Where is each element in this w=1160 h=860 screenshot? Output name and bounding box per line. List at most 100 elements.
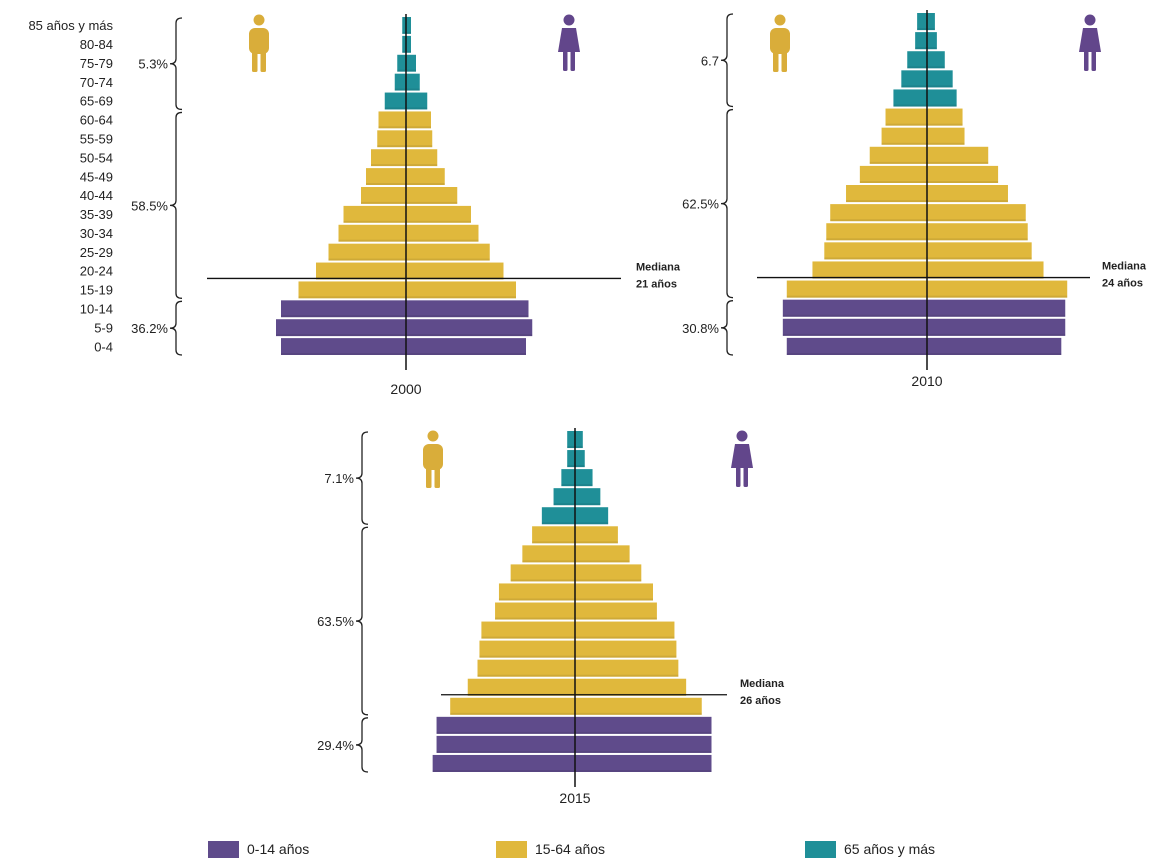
bar-male <box>436 735 575 753</box>
bar-female <box>575 564 642 582</box>
bar-female <box>406 149 438 167</box>
group-share-label: 63.5% <box>317 614 354 629</box>
bar-male <box>467 678 575 696</box>
bar-female <box>406 187 458 204</box>
bar-male <box>782 318 927 336</box>
bar-male <box>397 54 406 72</box>
female-icon <box>731 430 753 487</box>
bar-female <box>406 205 471 223</box>
bar-male <box>567 431 575 449</box>
bar-shade <box>479 655 677 658</box>
bar-male <box>881 127 927 145</box>
bar-female <box>406 243 490 261</box>
bar-shade <box>281 315 529 318</box>
group-share-label: 58.5% <box>131 198 168 213</box>
bar-male <box>371 149 406 167</box>
year-label: 2015 <box>559 790 590 806</box>
bar-male <box>893 89 927 107</box>
bar-female <box>927 70 953 88</box>
bar-male <box>567 450 575 468</box>
legend-item-15-64: 15-64 años <box>496 838 605 860</box>
bar-shade <box>498 598 653 601</box>
bar-male <box>477 659 575 677</box>
bar-female <box>575 678 687 696</box>
bar-female <box>575 697 702 715</box>
legend-label-young: 0-14 años <box>247 841 310 857</box>
bar-female <box>927 337 1062 355</box>
bar-female <box>575 526 618 544</box>
male-icon-head <box>253 14 265 26</box>
male-icon <box>249 14 269 72</box>
bar-female <box>406 168 445 185</box>
age-label: 30-34 <box>80 226 113 241</box>
bar-male <box>281 338 406 355</box>
female-icon-leg-left <box>563 51 568 71</box>
bar-female <box>406 35 411 53</box>
bar-female <box>927 127 965 145</box>
bar-male <box>495 602 575 620</box>
bar-female <box>927 223 1028 241</box>
bar-female <box>927 280 1068 298</box>
bar-male <box>378 111 406 129</box>
bar-shade <box>561 484 593 487</box>
median-value: 21 años <box>636 278 677 290</box>
bar-male <box>541 507 575 525</box>
age-label: 35-39 <box>80 207 113 222</box>
bar-male <box>532 526 575 544</box>
bar-shade <box>477 674 679 677</box>
bar-male <box>343 205 406 223</box>
bar-male <box>436 716 575 734</box>
bar-female <box>927 108 963 126</box>
bar-female <box>575 583 653 601</box>
bar-female <box>927 299 1066 317</box>
bar-shade <box>881 142 965 145</box>
age-label: 85 años y más <box>28 18 113 33</box>
bar-male <box>481 621 575 639</box>
bar-female <box>575 621 675 639</box>
group-bracket <box>355 431 369 525</box>
bar-female <box>927 89 957 107</box>
bar-female <box>927 261 1044 279</box>
bar-male <box>522 545 575 563</box>
bar-male <box>402 17 406 34</box>
age-label: 40-44 <box>80 188 113 203</box>
legend-swatch-young <box>208 840 239 858</box>
bar-male <box>432 754 575 772</box>
bar-male <box>917 13 927 31</box>
bar-shade <box>893 104 957 107</box>
bar-shade <box>567 465 585 468</box>
bar-male <box>479 640 575 658</box>
female-icon <box>558 14 580 71</box>
male-icon-torso <box>249 28 269 54</box>
bar-female <box>406 338 526 355</box>
group-bracket <box>169 17 183 111</box>
age-label: 0-4 <box>94 339 113 354</box>
female-icon-leg-left <box>1084 51 1089 71</box>
age-label: 65-69 <box>80 94 113 109</box>
female-icon-leg-right <box>743 467 748 487</box>
age-label: 60-64 <box>80 113 113 128</box>
age-label: 75-79 <box>80 56 113 71</box>
bar-male <box>402 35 406 53</box>
bar-shade <box>394 88 420 91</box>
female-icon-head <box>1084 14 1096 26</box>
male-icon-leg-right <box>781 50 787 72</box>
male-icon-head <box>427 430 439 442</box>
legend-label-old: 65 años y más <box>844 841 936 857</box>
legend-swatch-working <box>496 840 527 858</box>
bar-male <box>276 319 406 337</box>
female-icon-head <box>736 430 748 442</box>
bar-male <box>338 224 406 242</box>
male-icon <box>770 14 790 72</box>
bar-shade <box>436 750 712 753</box>
bar-male <box>907 51 927 69</box>
bar-male <box>561 469 575 487</box>
male-icon-torso <box>423 444 443 470</box>
group-share-label: 62.5% <box>682 197 719 212</box>
male-icon-leg-left <box>773 50 779 72</box>
bar-shade <box>298 296 516 299</box>
bar-female <box>406 130 433 148</box>
bar-female <box>406 300 529 318</box>
female-icon-dress <box>731 444 753 468</box>
age-label: 70-74 <box>80 75 113 90</box>
